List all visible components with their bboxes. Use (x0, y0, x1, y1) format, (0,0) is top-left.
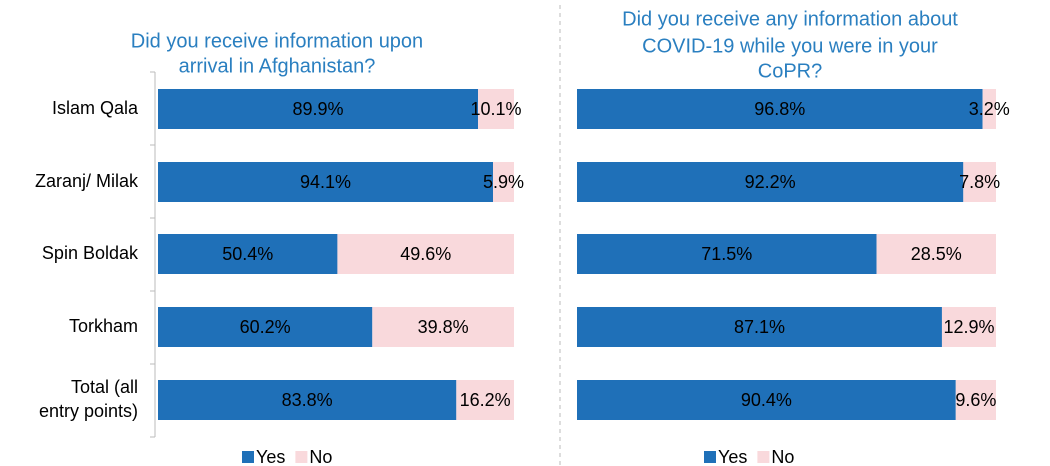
bar-segment (963, 162, 996, 202)
category-label: Spin Boldak (42, 243, 139, 263)
legend-label: No (771, 447, 794, 466)
bar-segment (876, 234, 996, 274)
chart-title: Did you receive information upon (131, 30, 423, 52)
bar-segment (337, 234, 514, 274)
category-label: Total (all (71, 377, 138, 397)
data-label: 60.2% (240, 317, 291, 337)
data-label: 28.5% (911, 244, 962, 264)
data-label: 16.2% (460, 390, 511, 410)
data-label: 9.6% (955, 390, 996, 410)
legend-label: Yes (718, 447, 747, 466)
legend-swatch (757, 451, 770, 463)
bar-segment (158, 162, 493, 202)
bar-segment (478, 89, 514, 129)
bar-segment (158, 89, 479, 129)
data-label: 49.6% (400, 244, 451, 264)
bar-segment (941, 307, 996, 347)
data-label: 50.4% (222, 244, 273, 264)
data-label: 96.8% (754, 99, 805, 119)
data-label: 39.8% (418, 317, 469, 337)
bar-segment (456, 380, 514, 420)
bar-segment (577, 307, 942, 347)
data-label: 94.1% (300, 172, 351, 192)
bar-segment (982, 89, 996, 129)
legend-swatch (242, 451, 254, 463)
data-label: 90.4% (741, 390, 792, 410)
bar-segment (577, 380, 956, 420)
data-label: 83.8% (282, 390, 333, 410)
bar-segment (158, 234, 338, 274)
category-label: entry points) (39, 401, 138, 421)
bar-segment (577, 162, 964, 202)
category-label: Zaranj/ Milak (35, 171, 139, 191)
bar-segment (577, 89, 983, 129)
data-label: 87.1% (734, 317, 785, 337)
legend-swatch (704, 451, 716, 463)
bar-segment (955, 380, 996, 420)
data-label: 92.2% (745, 172, 796, 192)
category-label: Islam Qala (52, 98, 139, 118)
bar-segment (577, 234, 877, 274)
bar-segment (158, 307, 373, 347)
chart-title: COVID-19 while you were in your (642, 35, 938, 57)
legend-label: No (309, 447, 332, 466)
chart-title: Did you receive any information about (622, 8, 958, 30)
data-label: 5.9% (483, 172, 524, 192)
data-label: 12.9% (943, 317, 994, 337)
legend-swatch (295, 451, 308, 463)
legend-label: Yes (256, 447, 285, 466)
data-label: 89.9% (292, 99, 343, 119)
chart-title: arrival in Afghanistan? (179, 55, 376, 77)
data-label: 3.2% (969, 99, 1010, 119)
data-label: 7.8% (959, 172, 1000, 192)
bar-segment (158, 380, 457, 420)
chart-title: CoPR? (758, 60, 822, 82)
data-label: 10.1% (470, 99, 521, 119)
bar-segment (372, 307, 514, 347)
data-label: 71.5% (701, 244, 752, 264)
category-label: Torkham (69, 316, 138, 336)
bar-segment (492, 162, 514, 202)
